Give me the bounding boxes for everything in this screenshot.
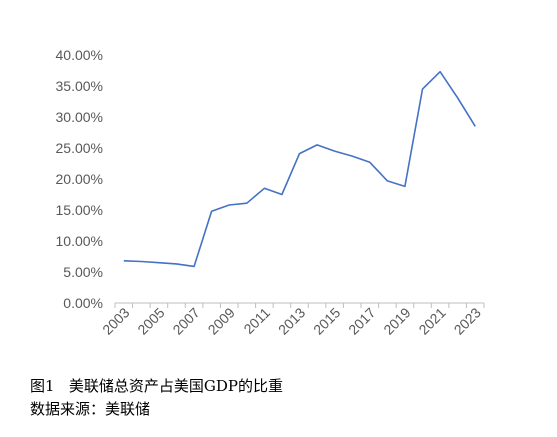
x-tick-label: 2019: [380, 304, 413, 337]
y-tick-label: 30.00%: [56, 109, 103, 125]
series-group: [123, 70, 476, 268]
x-tick-label: 2011: [240, 304, 273, 337]
line-chart: 0.00% 5.00% 10.00% 15.00% 20.00% 25.00% 30.00%…: [56, 47, 485, 338]
y-tick-label: 25.00%: [56, 140, 103, 156]
y-tick-label: 0.00%: [63, 295, 103, 311]
y-tick-label: 40.00%: [56, 47, 103, 63]
y-tick-label: 15.00%: [56, 202, 103, 218]
x-tick-label: 2015: [310, 304, 343, 337]
x-tick-label: 2007: [169, 304, 202, 337]
x-tick-label: 2005: [134, 304, 167, 337]
y-tick-label: 5.00%: [63, 264, 103, 280]
figure-caption: 图1 美联储总资产占美国GDP的比重: [30, 377, 283, 395]
data-source: 数据来源：美联储: [30, 400, 151, 418]
series-line: [123, 70, 476, 268]
x-axis-tickmarks: [114, 303, 485, 308]
y-tick-label: 35.00%: [56, 78, 103, 94]
x-tick-label: 2003: [99, 304, 132, 337]
y-tick-label: 20.00%: [56, 171, 103, 187]
x-axis-ticks: 2003 2005 2007 2009 2011 2013 2015 2017 2019 2021…: [99, 304, 484, 337]
y-axis-ticks: 0.00% 5.00% 10.00% 15.00% 20.00% 25.00% 30.00%…: [56, 47, 103, 311]
x-tick-label: 2023: [451, 304, 484, 337]
x-tick-label: 2009: [205, 304, 238, 337]
x-tick-label: 2017: [345, 304, 378, 337]
x-tick-label: 2021: [415, 304, 448, 337]
y-tick-label: 10.00%: [56, 233, 103, 249]
x-tick-label: 2013: [275, 304, 308, 337]
